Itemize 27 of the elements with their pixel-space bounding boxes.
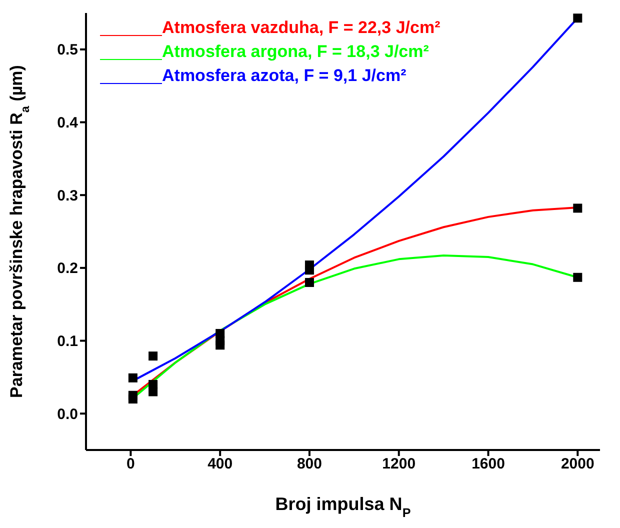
point (573, 204, 582, 213)
legend-label: Atmosfera azota, F = 9,1 J/cm² (162, 65, 406, 87)
legend-label: Atmosfera vazduha, F = 22,3 J/cm² (162, 17, 440, 39)
y-tick-label: 0.3 (57, 187, 78, 204)
x-tick-label: 1600 (472, 456, 505, 473)
x-axis-title: Broj impulsa N$_{P}$ (275, 494, 411, 520)
point (148, 352, 158, 361)
point (304, 260, 314, 270)
point (573, 14, 582, 23)
point (573, 272, 582, 282)
x-tick-label: 0 (126, 456, 135, 473)
point (128, 373, 138, 382)
point (216, 340, 225, 350)
point (216, 328, 225, 338)
y-tick-label: 0.5 (57, 42, 78, 59)
y-tick-label: 0.2 (57, 260, 78, 278)
x-tick-label: 1200 (382, 456, 416, 473)
point (148, 387, 158, 396)
x-tick-label: 400 (208, 456, 233, 473)
y-tick-label: 0.4 (57, 114, 79, 132)
legend-label: Atmosfera argona, F = 18,3 J/cm² (162, 41, 429, 63)
x-tick-label: 2000 (560, 456, 594, 473)
y-tick-label: 0.1 (57, 333, 78, 350)
point (128, 394, 138, 404)
x-tick-label: 800 (296, 456, 322, 473)
point (304, 278, 314, 287)
y-tick-label: 0.0 (57, 406, 78, 423)
